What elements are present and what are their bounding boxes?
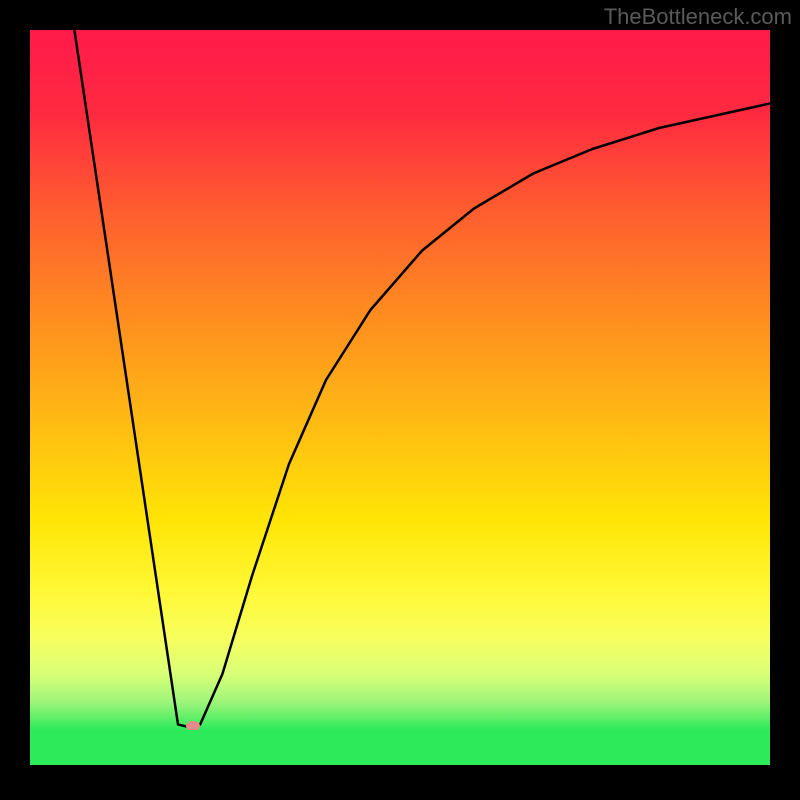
optimal-point-marker	[186, 721, 200, 730]
plot-area	[30, 30, 770, 730]
bottom-green-bar	[30, 730, 770, 765]
bottleneck-curve	[30, 30, 770, 730]
watermark: TheBottleneck.com	[604, 4, 792, 30]
